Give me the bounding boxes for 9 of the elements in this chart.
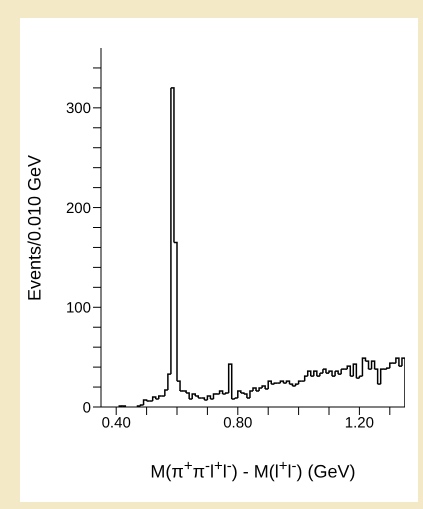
- x-tick-label: 1.20: [344, 414, 374, 432]
- y-tick-label: 300: [66, 100, 91, 118]
- text: M(π$^{+}$π$^{-}$l$^{+}$l$^{-}$) - M(l$^{+}$l$^{-}$) (GeV): [150, 458, 356, 482]
- y-axis-title: Events/0.010 GeV: [24, 154, 46, 302]
- y-tick-label: 100: [66, 300, 91, 317]
- y-tick-label: 200: [66, 200, 91, 217]
- x-tick-label: 0.40: [102, 414, 131, 432]
- y-tick-label: 0: [82, 399, 91, 416]
- x-tick-label: 0.80: [223, 414, 252, 432]
